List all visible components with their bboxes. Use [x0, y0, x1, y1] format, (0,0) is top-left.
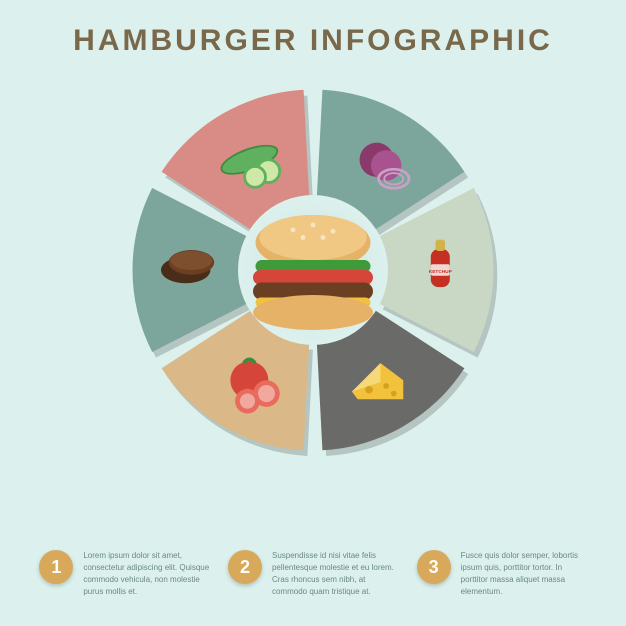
step-text-3: Fusce quis dolor semper, lobortis ipsum …	[461, 550, 587, 598]
step-badge-2: 2	[228, 550, 262, 584]
page-title: HAMBURGER INFOGRAPHIC	[0, 24, 626, 58]
step-1: 1 Lorem ipsum dolor sit amet, consectetu…	[39, 550, 209, 598]
center-hamburger-icon	[238, 195, 388, 345]
ingredient-wheel: KETCHUP	[123, 80, 503, 460]
step-badge-3: 3	[417, 550, 451, 584]
steps-row: 1 Lorem ipsum dolor sit amet, consectetu…	[0, 550, 626, 598]
step-badge-1: 1	[39, 550, 73, 584]
step-3: 3 Fusce quis dolor semper, lobortis ipsu…	[417, 550, 587, 598]
step-text-2: Suspendisse id nisi vitae felis pellente…	[272, 550, 398, 598]
svg-text:KETCHUP: KETCHUP	[429, 269, 452, 275]
step-text-1: Lorem ipsum dolor sit amet, consectetur …	[83, 550, 209, 598]
step-2: 2 Suspendisse id nisi vitae felis pellen…	[228, 550, 398, 598]
